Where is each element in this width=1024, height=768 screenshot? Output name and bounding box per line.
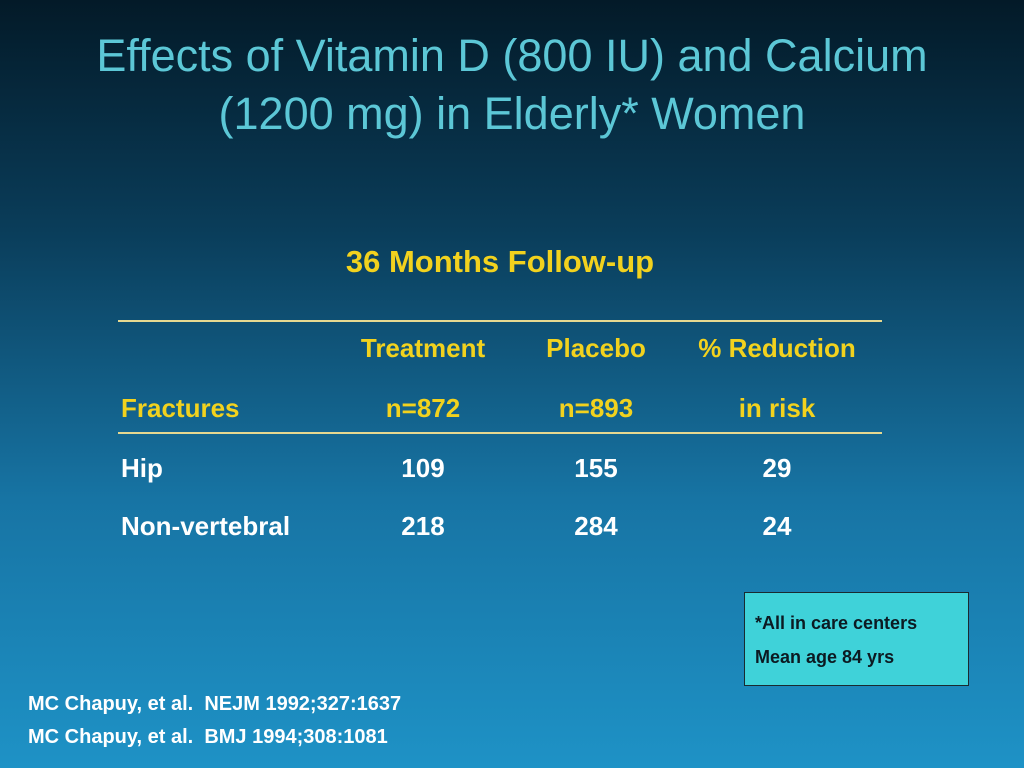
table-cell: 155 xyxy=(574,453,618,483)
row-label: Non-vertebral xyxy=(121,511,291,541)
table-cell: 29 xyxy=(762,453,792,483)
note-line: *All in care centers xyxy=(755,613,918,633)
table-cell: 109 xyxy=(401,453,445,483)
subtitle: 36 Months Follow-up xyxy=(345,244,655,279)
header-cell: Placebo xyxy=(546,333,646,363)
header-cell: in risk xyxy=(738,393,816,423)
table-rule xyxy=(118,432,882,434)
note-box: *All in care centers Mean age 84 yrs xyxy=(744,592,969,686)
table-cell: 24 xyxy=(762,511,792,541)
table-rule xyxy=(118,320,882,322)
header-cell: n=893 xyxy=(558,393,634,423)
title-line: (1200 mg) in Elderly* Women xyxy=(218,88,806,139)
title-line: Effects of Vitamin D (800 IU) and Calciu… xyxy=(96,30,928,81)
header-cell: Treatment xyxy=(360,333,486,363)
table-cell: 218 xyxy=(401,511,445,541)
header-cell: % Reduction xyxy=(698,333,856,363)
table-cell: 284 xyxy=(574,511,618,541)
header-cell: Fractures xyxy=(121,393,240,423)
row-label: Hip xyxy=(121,453,163,483)
header-cell: n=872 xyxy=(385,393,461,423)
reference: MC Chapuy, et al. NEJM 1992;327:1637 xyxy=(28,693,402,715)
reference: MC Chapuy, et al. BMJ 1994;308:1081 xyxy=(28,726,388,748)
note-line: Mean age 84 yrs xyxy=(755,647,895,667)
